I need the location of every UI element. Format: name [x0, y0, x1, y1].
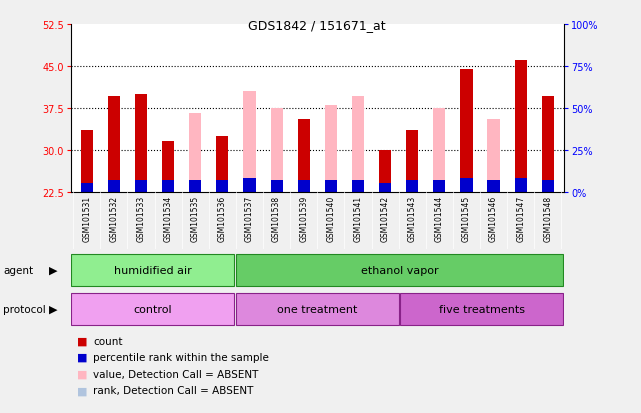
Bar	[244, 178, 256, 192]
Text: GSM101548: GSM101548	[544, 195, 553, 241]
Text: GSM101538: GSM101538	[272, 195, 281, 241]
Bar	[135, 181, 147, 192]
Text: control: control	[133, 304, 172, 314]
Bar	[162, 181, 174, 192]
Text: GSM101533: GSM101533	[137, 195, 146, 241]
Text: GSM101540: GSM101540	[326, 195, 335, 241]
Bar	[162, 142, 174, 192]
Bar	[244, 92, 256, 192]
Text: GSM101545: GSM101545	[462, 195, 471, 241]
Bar	[81, 184, 93, 192]
Text: GSM101537: GSM101537	[245, 195, 254, 241]
Text: GSM101535: GSM101535	[191, 195, 200, 241]
Bar	[487, 120, 500, 192]
Bar	[325, 181, 337, 192]
Bar	[108, 181, 120, 192]
Bar	[189, 181, 201, 192]
Bar	[216, 136, 228, 192]
Bar	[433, 181, 445, 192]
Bar	[271, 181, 283, 192]
Bar	[325, 106, 337, 192]
Text: GSM101532: GSM101532	[110, 195, 119, 241]
Bar	[460, 178, 472, 192]
Text: ■: ■	[77, 369, 87, 379]
Text: agent: agent	[3, 265, 33, 275]
Bar	[271, 109, 283, 192]
Bar	[71, 254, 234, 286]
Text: GSM101543: GSM101543	[408, 195, 417, 241]
Text: ■: ■	[77, 352, 87, 362]
Text: GSM101539: GSM101539	[299, 195, 308, 241]
Bar	[406, 181, 419, 192]
Text: GSM101531: GSM101531	[82, 195, 91, 241]
Text: rank, Detection Call = ABSENT: rank, Detection Call = ABSENT	[93, 385, 253, 395]
Bar	[162, 142, 174, 192]
Text: humidified air: humidified air	[114, 265, 192, 275]
Text: GSM101544: GSM101544	[435, 195, 444, 241]
Bar	[406, 131, 419, 192]
Bar	[244, 178, 256, 192]
Bar	[515, 61, 527, 192]
Bar	[297, 120, 310, 192]
Bar	[433, 109, 445, 192]
Bar	[71, 293, 234, 325]
Text: GSM101536: GSM101536	[218, 195, 227, 241]
Bar	[216, 181, 228, 192]
Text: GSM101534: GSM101534	[163, 195, 172, 241]
Bar	[401, 293, 563, 325]
Text: ■: ■	[77, 336, 87, 346]
Bar	[379, 184, 391, 192]
Bar	[379, 150, 391, 192]
Bar	[216, 136, 228, 192]
Text: GDS1842 / 151671_at: GDS1842 / 151671_at	[249, 19, 386, 31]
Text: five treatments: five treatments	[439, 304, 525, 314]
Bar	[352, 181, 364, 192]
Bar	[352, 97, 364, 192]
Text: value, Detection Call = ABSENT: value, Detection Call = ABSENT	[93, 369, 258, 379]
Text: ▶: ▶	[49, 265, 58, 275]
Text: GSM101541: GSM101541	[353, 195, 362, 241]
Bar	[189, 114, 201, 192]
Bar	[236, 254, 563, 286]
Text: one treatment: one treatment	[277, 304, 358, 314]
Bar	[379, 184, 391, 192]
Text: GSM101547: GSM101547	[516, 195, 525, 241]
Text: GSM101546: GSM101546	[489, 195, 498, 241]
Bar	[297, 181, 310, 192]
Bar	[81, 131, 93, 192]
Text: protocol: protocol	[3, 304, 46, 314]
Bar	[81, 184, 93, 192]
Bar	[542, 181, 554, 192]
Text: GSM101542: GSM101542	[381, 195, 390, 241]
Bar	[236, 293, 399, 325]
Text: percentile rank within the sample: percentile rank within the sample	[93, 352, 269, 362]
Bar	[542, 97, 554, 192]
Text: ■: ■	[77, 385, 87, 395]
Text: count: count	[93, 336, 122, 346]
Text: ▶: ▶	[49, 304, 58, 314]
Bar	[81, 131, 93, 192]
Bar	[135, 95, 147, 192]
Bar	[379, 150, 391, 192]
Bar	[515, 178, 527, 192]
Text: ethanol vapor: ethanol vapor	[361, 265, 438, 275]
Bar	[297, 120, 310, 192]
Bar	[108, 97, 120, 192]
Bar	[189, 181, 201, 192]
Bar	[460, 69, 472, 192]
Bar	[487, 181, 500, 192]
